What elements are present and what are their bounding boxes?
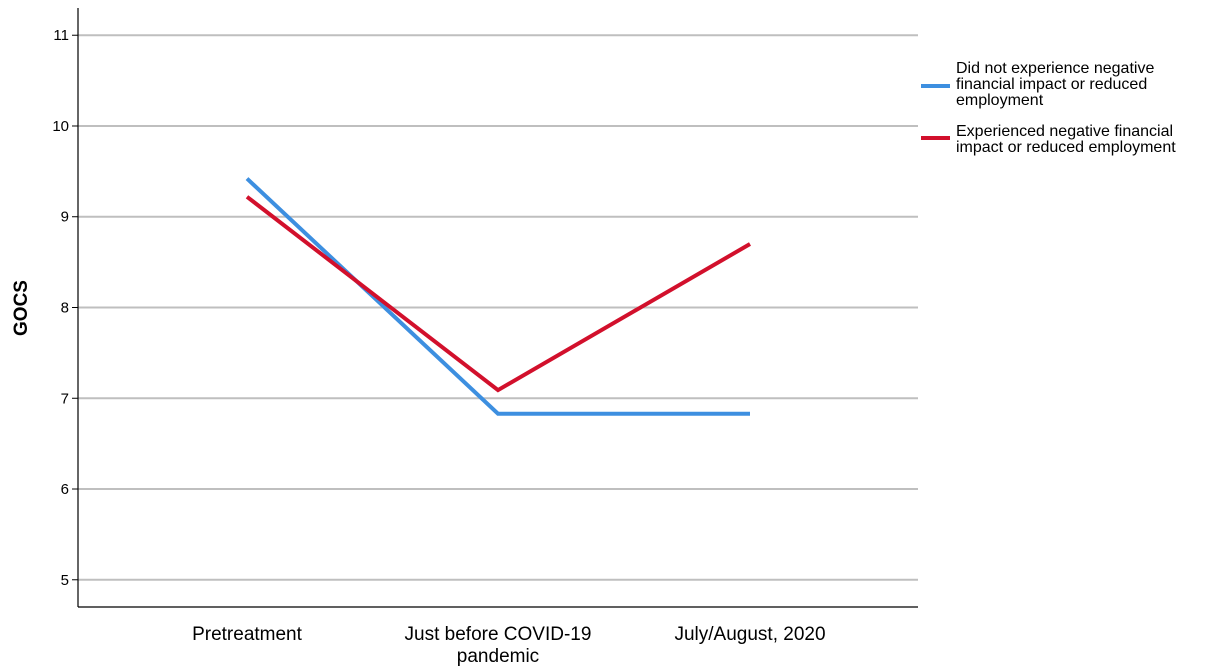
y-tick-label: 7 <box>61 390 69 407</box>
y-tick-label: 11 <box>53 27 69 44</box>
x-category-label-line: July/August, 2020 <box>674 624 825 645</box>
series-line-1 <box>245 177 750 416</box>
legend-entry-line: Did not experience negative <box>956 60 1154 77</box>
gridlines <box>78 34 918 581</box>
x-category-label: Pretreatment <box>192 624 303 645</box>
legend-entry-2: Experienced negative financial impact or … <box>956 123 1176 156</box>
y-tick-labels: 5 6 7 8 9 10 11 <box>52 27 69 589</box>
axes <box>72 8 918 608</box>
legend: Did not experience negative financial imp… <box>921 60 1176 156</box>
legend-entry-line: impact or reduced employment <box>956 139 1176 156</box>
series-line-2 <box>245 195 752 393</box>
x-category-label: July/August, 2020 <box>674 624 825 645</box>
x-category-label: Just before COVID-19 pandemic <box>405 624 592 667</box>
y-tick-label: 10 <box>52 118 69 135</box>
x-category-label-line: Just before COVID-19 <box>405 624 592 645</box>
y-tick-label: 9 <box>61 209 69 226</box>
y-tick-label: 8 <box>61 300 69 317</box>
x-category-labels: Pretreatment Just before COVID-19 pandemic… <box>192 624 825 667</box>
y-tick-label: 6 <box>61 481 69 498</box>
y-tick-label: 5 <box>61 572 69 589</box>
series-lines <box>245 177 752 416</box>
legend-entry-line: Experienced negative financial <box>956 123 1173 140</box>
legend-entry-1: Did not experience negative financial imp… <box>956 60 1154 109</box>
x-category-label-line: pandemic <box>457 646 539 667</box>
y-axis-title: GOCS <box>11 280 32 336</box>
x-category-label-line: Pretreatment <box>192 624 303 645</box>
legend-entry-line: financial impact or reduced <box>956 76 1147 93</box>
legend-entry-line: employment <box>956 92 1044 109</box>
